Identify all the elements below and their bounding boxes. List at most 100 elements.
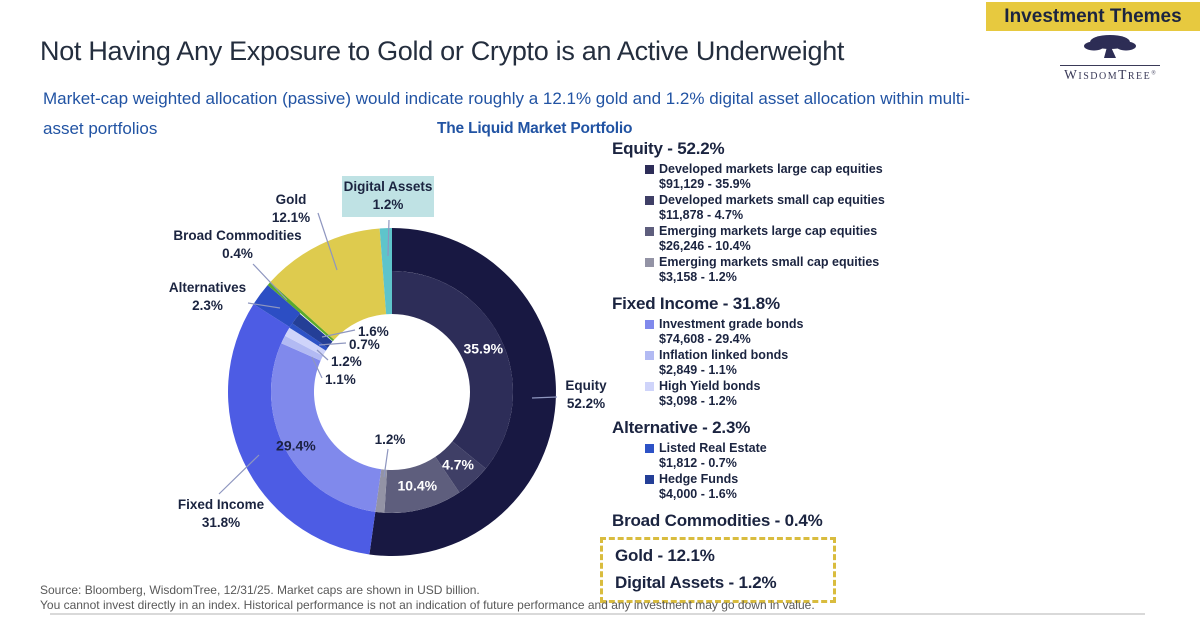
legend-item-name: High Yield bonds bbox=[659, 379, 761, 393]
alternatives-label: Alternatives 2.3% bbox=[150, 279, 265, 315]
legend-swatch bbox=[645, 196, 654, 205]
broad-commodities-label: Broad Commodities 0.4% bbox=[160, 227, 315, 263]
legend-heading: Equity - 52.2% bbox=[612, 139, 725, 158]
legend-item-value: $74,608 - 29.4% bbox=[659, 332, 751, 346]
legend-section-broad-commodities-0-4-: Broad Commodities - 0.4% bbox=[600, 511, 900, 531]
fixed-income-label-text: 31.8% bbox=[201, 515, 241, 530]
logo-ground-line bbox=[1060, 65, 1160, 66]
emerging-small-pct: 1.2% bbox=[372, 431, 408, 449]
inflation-linked-pct-text: 1.1% bbox=[325, 372, 356, 387]
wordmark-part: T bbox=[1118, 67, 1128, 82]
digital-assets-label-text: 1.2% bbox=[372, 197, 404, 212]
real-estate-pct-text: 0.7% bbox=[349, 337, 380, 352]
legend-item-investment-grade-bonds: Investment grade bonds $74,608 - 29.4% bbox=[645, 317, 900, 347]
tree-icon bbox=[1084, 35, 1136, 58]
legend-item-value: $3,158 - 1.2% bbox=[659, 270, 737, 284]
legend-item-value: $11,878 - 4.7% bbox=[659, 208, 744, 222]
legend-item-value: $26,246 - 10.4% bbox=[659, 239, 751, 253]
equity-label-text: Equity bbox=[565, 378, 607, 393]
real-estate-pct: 0.7% bbox=[349, 336, 380, 354]
highlight-row-digital-assets-1-2-: Digital Assets - 1.2% bbox=[615, 573, 777, 592]
legend-swatch bbox=[645, 227, 654, 236]
wedge-hedge-funds bbox=[292, 313, 333, 348]
wedge-listed-real-estate bbox=[289, 323, 328, 351]
bottom-divider bbox=[50, 613, 1145, 615]
wedge-emerging-markets-large-cap-equities bbox=[384, 456, 460, 513]
hedge-funds-pct: 1.6% bbox=[358, 323, 389, 341]
gold-label: Gold 12.1% bbox=[251, 191, 331, 227]
legend-item-emerging-markets-small-cap-equities: Emerging markets small cap equities $3,15… bbox=[645, 255, 900, 285]
legend-item-name: Listed Real Estate bbox=[659, 441, 767, 455]
legend-swatch bbox=[645, 444, 654, 453]
wedge-inflation-linked-bonds bbox=[281, 335, 323, 361]
emerging-small-pct-text: 1.2% bbox=[374, 432, 406, 447]
legend-swatch bbox=[645, 320, 654, 329]
legend-section-fixed-income-31-8-: Fixed Income - 31.8% Investment grade bon… bbox=[600, 294, 900, 409]
legend-item-value: $2,849 - 1.1% bbox=[659, 363, 737, 377]
equity-label-leader-line bbox=[531, 396, 558, 399]
broad-commodities-label-text: 0.4% bbox=[222, 246, 253, 261]
legend-item-name: Emerging markets small cap equities bbox=[659, 255, 880, 269]
page-title: Not Having Any Exposure to Gold or Crypt… bbox=[40, 36, 845, 66]
legend-swatch bbox=[645, 165, 654, 174]
wedge-high-yield-bonds bbox=[284, 327, 326, 356]
legend-item-value: $3,098 - 1.2% bbox=[659, 394, 737, 408]
segment-label-developed-markets-large-cap-equities: 35.9% bbox=[463, 341, 503, 357]
fixed-income-label: Fixed Income 31.8% bbox=[161, 496, 281, 532]
wedge-emerging-markets-small-cap-equities bbox=[375, 469, 388, 513]
broad-commodities-label-text: Broad Commodities bbox=[173, 228, 302, 243]
legend-item-name: Developed markets small cap equities bbox=[659, 193, 885, 207]
legend-swatch bbox=[645, 258, 654, 267]
alternatives-label-text: Alternatives bbox=[168, 280, 247, 295]
emerging-small-pct-leader-line bbox=[383, 448, 389, 478]
wedge-developed-markets-small-cap-equities bbox=[435, 441, 486, 493]
wedge-broad-commodities bbox=[267, 282, 335, 342]
wisdomtree-logo: WISDOMTREE® bbox=[1050, 34, 1170, 83]
logo-wordmark: WISDOMTREE® bbox=[1050, 67, 1170, 83]
legend-item-name: Inflation linked bonds bbox=[659, 348, 789, 362]
gold-label-text: Gold bbox=[275, 192, 307, 207]
fixed-income-label-text: Fixed Income bbox=[177, 497, 265, 512]
high-yield-pct-leader-line bbox=[316, 349, 329, 361]
inflation-linked-pct: 1.1% bbox=[325, 371, 356, 389]
inflation-linked-pct-leader-line bbox=[311, 356, 323, 379]
gold-digital-highlight-box: Gold - 12.1% Digital Assets - 1.2% bbox=[600, 537, 836, 603]
high-yield-pct-text: 1.2% bbox=[331, 354, 362, 369]
legend-item-developed-markets-small-cap-equities: Developed markets small cap equities $11,… bbox=[645, 193, 900, 223]
legend-item-hedge-funds: Hedge Funds $4,000 - 1.6% bbox=[645, 472, 900, 502]
wedge-equity bbox=[369, 228, 556, 556]
legend-heading: Fixed Income - 31.8% bbox=[612, 294, 780, 313]
equity-label-text: 52.2% bbox=[566, 396, 606, 411]
high-yield-pct: 1.2% bbox=[331, 353, 362, 371]
segment-label-developed-markets-small-cap-equities: 4.7% bbox=[442, 457, 474, 473]
highlight-row-gold-12-1-: Gold - 12.1% bbox=[615, 546, 715, 565]
registered-mark: ® bbox=[1151, 70, 1156, 77]
gold-label-text: 12.1% bbox=[271, 210, 311, 225]
wordmark-part: ISDOM bbox=[1078, 71, 1119, 82]
subtitle-line1: Market-cap weighted allocation (passive)… bbox=[43, 89, 971, 108]
fixed-income-label-leader-line bbox=[218, 454, 260, 495]
legend-section-alternative-2-3-: Alternative - 2.3% Listed Real Estate $1,8… bbox=[600, 418, 900, 502]
investment-themes-banner: Investment Themes bbox=[986, 2, 1200, 31]
wedge-investment-grade-bonds bbox=[271, 343, 382, 512]
legend-item-inflation-linked-bonds: Inflation linked bonds $2,849 - 1.1% bbox=[645, 348, 900, 378]
legend-item-high-yield-bonds: High Yield bonds $3,098 - 1.2% bbox=[645, 379, 900, 409]
segment-label-investment-grade-bonds: 29.4% bbox=[276, 438, 316, 454]
equity-label: Equity 52.2% bbox=[555, 377, 617, 413]
wedge-developed-markets-large-cap-equities bbox=[392, 271, 513, 469]
legend-item-name: Emerging markets large cap equities bbox=[659, 224, 878, 238]
legend-swatch bbox=[645, 475, 654, 484]
legend-item-name: Investment grade bonds bbox=[659, 317, 804, 331]
legend-item-value: $1,812 - 0.7% bbox=[659, 456, 737, 470]
subtitle: Market-cap weighted allocation (passive)… bbox=[43, 84, 970, 144]
legend-panel: Equity - 52.2% Developed markets large ca… bbox=[600, 139, 900, 603]
wordmark-part: W bbox=[1064, 67, 1079, 82]
disclaimer-line: You cannot invest directly in an index. … bbox=[40, 598, 815, 612]
hedge-funds-pct-text: 1.6% bbox=[358, 324, 389, 339]
banner-label: Investment Themes bbox=[1004, 5, 1182, 27]
real-estate-pct-leader-line bbox=[318, 342, 347, 346]
digital-assets-label-text: Digital Assets bbox=[343, 179, 433, 194]
segment-label-emerging-markets-large-cap-equities: 10.4% bbox=[397, 478, 437, 494]
footer: Source: Bloomberg, WisdomTree, 12/31/25.… bbox=[40, 583, 815, 613]
